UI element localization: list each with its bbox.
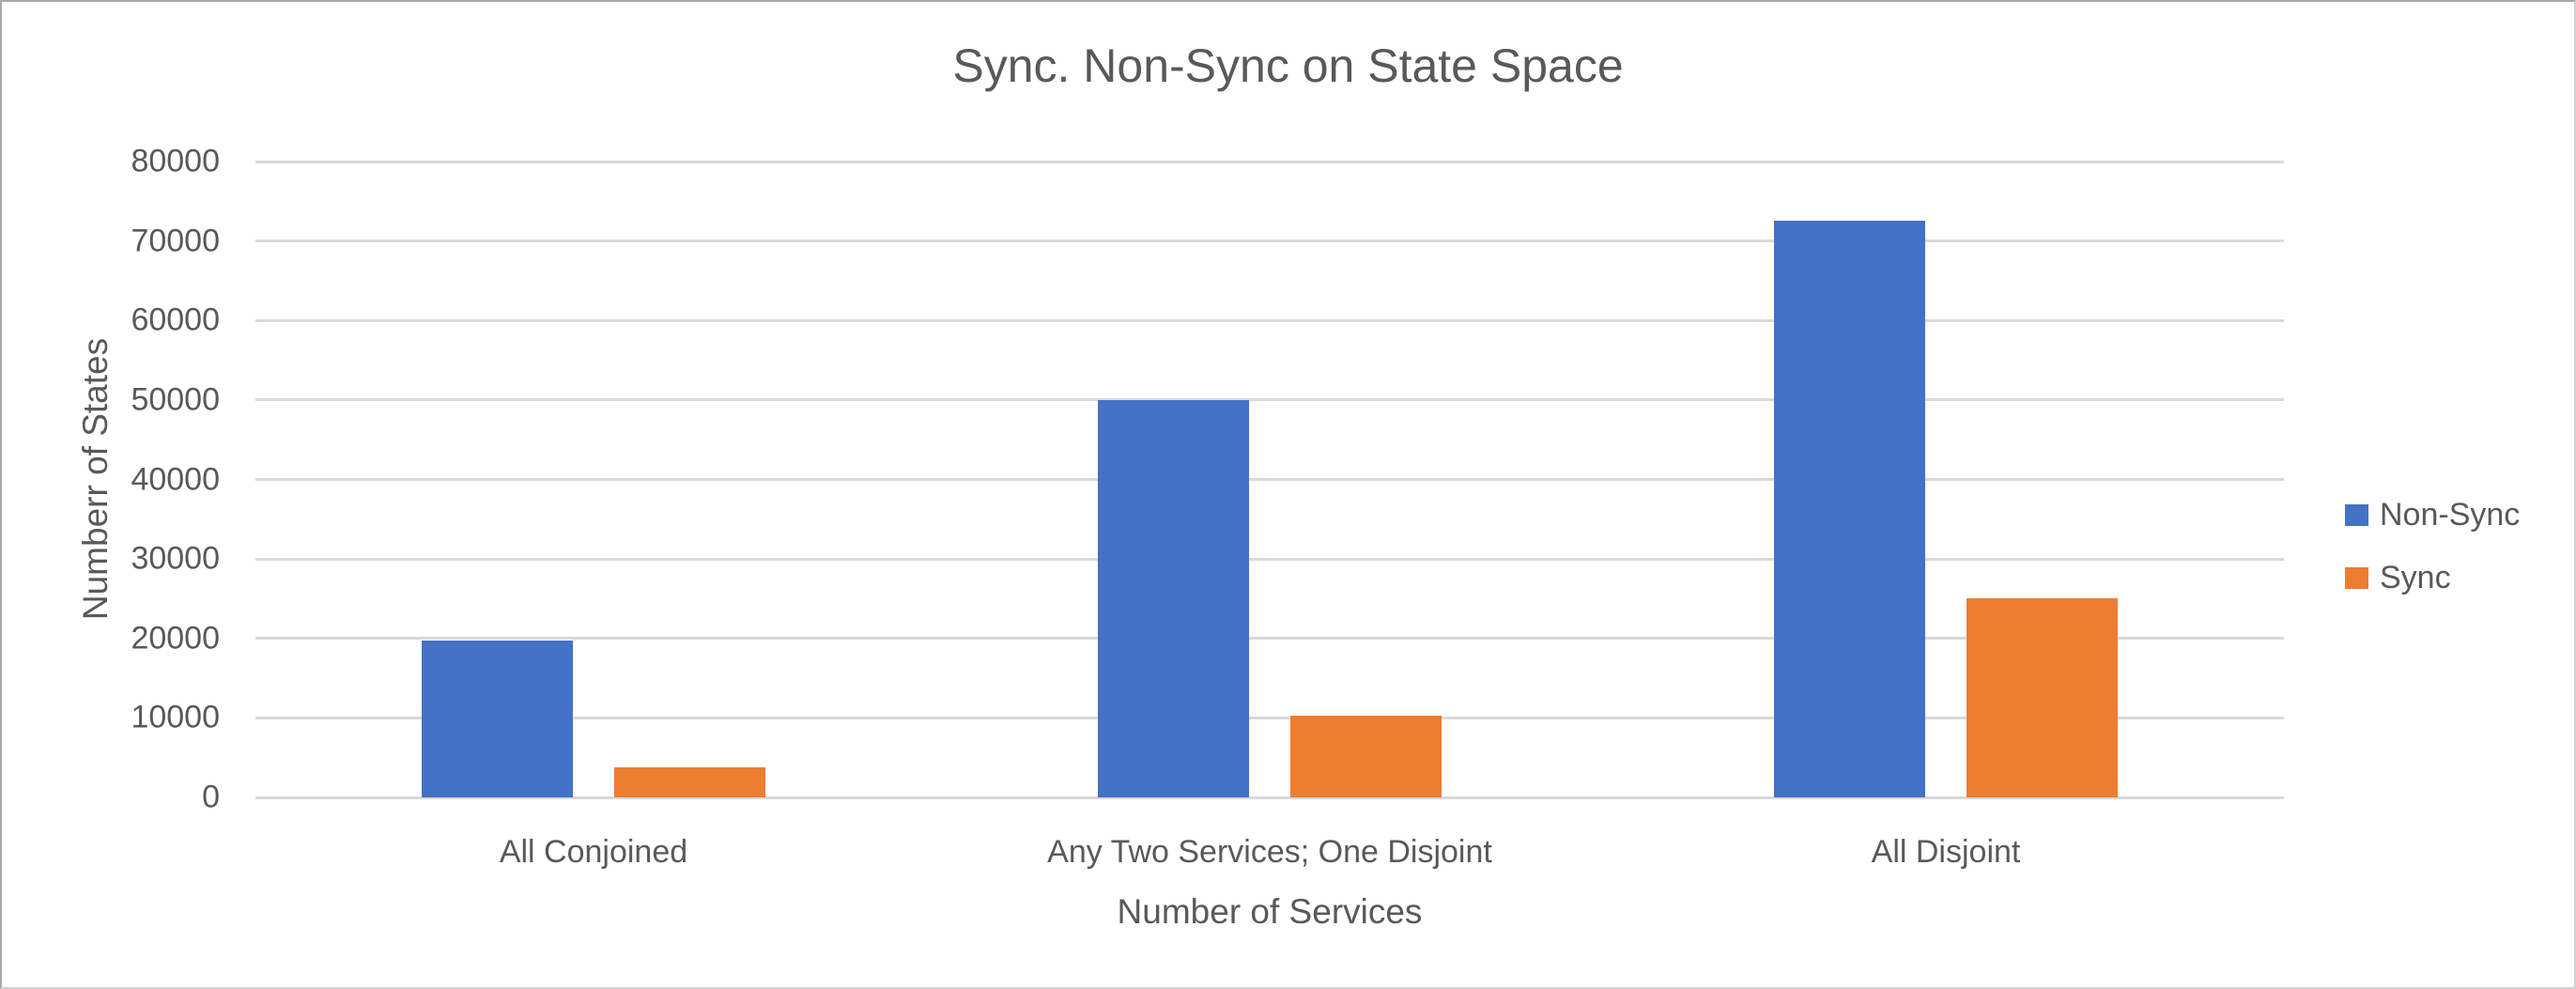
x-axis-category-labels: All Conjoined Any Two Services; One Disjo… xyxy=(255,834,2284,879)
bar-sync-2 xyxy=(1967,597,2118,797)
x-axis-title: Number of Services xyxy=(1117,892,1423,931)
legend: Non-Sync Sync xyxy=(2345,497,2520,596)
bar-non-sync-2 xyxy=(1774,221,1925,797)
legend-item-non-sync: Non-Sync xyxy=(2345,497,2520,533)
y-axis-tick-label: 10000 xyxy=(131,699,220,735)
y-axis-tick-label: 20000 xyxy=(131,620,220,657)
gridline xyxy=(255,716,2284,719)
gridline xyxy=(255,160,2284,163)
x-axis-category-label: All Conjoined xyxy=(499,834,688,870)
bar-non-sync-1 xyxy=(1098,399,1249,797)
legend-item-sync: Sync xyxy=(2345,560,2520,596)
legend-label-non-sync: Non-Sync xyxy=(2380,497,2521,533)
x-axis-category-label: Any Two Services; One Disjoint xyxy=(1047,834,1492,870)
plot-area xyxy=(255,160,2284,799)
gridline xyxy=(255,398,2284,402)
gridline xyxy=(255,478,2284,481)
y-axis-tick-label: 80000 xyxy=(131,143,220,179)
bar-sync-0 xyxy=(614,766,765,797)
gridline xyxy=(255,637,2284,641)
gridline xyxy=(255,796,2284,799)
y-axis-tick-label: 30000 xyxy=(131,540,220,577)
legend-swatch-sync xyxy=(2345,567,2368,589)
y-axis-tick-label: 0 xyxy=(202,779,220,815)
legend-label-sync: Sync xyxy=(2380,560,2451,595)
chart-title: Sync. Non-Sync on State Space xyxy=(952,39,1624,92)
y-axis-tick-label: 50000 xyxy=(131,381,220,418)
bar-non-sync-0 xyxy=(422,641,573,797)
bar-sync-1 xyxy=(1290,715,1442,797)
y-axis-tick-labels: 0 10000 20000 30000 40000 50000 60000 70000 8000… xyxy=(2,144,220,815)
y-axis-tick-label: 40000 xyxy=(131,461,220,497)
x-axis-category-label: All Disjoint xyxy=(1871,834,2021,870)
gridline xyxy=(255,318,2284,322)
gridline xyxy=(255,557,2284,561)
y-axis-tick-label: 70000 xyxy=(131,223,220,259)
gridline xyxy=(255,240,2284,243)
y-axis-tick-label: 60000 xyxy=(131,301,220,338)
legend-swatch-non-sync xyxy=(2345,504,2368,526)
